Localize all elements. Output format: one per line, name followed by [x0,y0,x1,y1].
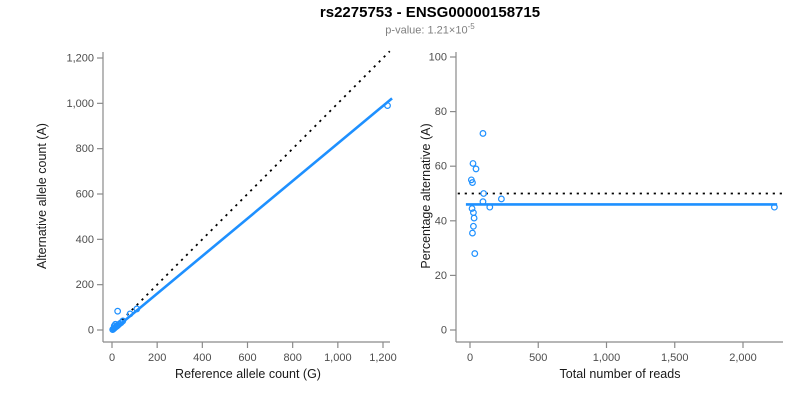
x-axis-title: Reference allele count (G) [175,367,321,381]
data-point [126,310,134,318]
data-point [110,322,118,330]
data-point [111,320,119,328]
subtitle-prefix: p-value: 1.21×10 [385,24,468,37]
y-tick-label: 600 [76,189,94,201]
y-tick-label: 800 [76,143,94,155]
data-point [119,317,127,325]
x-tick-label: 500 [529,352,547,364]
data-point [133,305,141,313]
x-tick-label: 1,000 [593,352,621,364]
y-tick-label: 0 [88,325,94,337]
data-point [469,179,476,186]
x-tick-label: 0 [467,352,473,364]
y-tick-label: 40 [435,215,447,227]
chart-subtitle: p-value: 1.21×10-5 [60,22,800,37]
y-tick-label: 400 [76,234,94,246]
data-point [470,214,478,222]
chart-title: rs2275753 - ENSG00000158715 [319,4,541,21]
data-point [471,250,479,257]
data-points [109,102,391,333]
identity-line [111,50,391,331]
y-axis-title: Percentage alternative (A) [419,123,433,268]
x-axis: 0 500 1,000 1,500 2,000 [456,341,783,364]
data-point [468,205,476,212]
data-point [384,102,391,109]
data-point [469,229,476,237]
x-axis-title: Total number of reads [560,367,681,381]
data-point [486,203,494,211]
subtitle-exponent: -5 [467,22,475,31]
x-axis: 0 200 400 600 800 1,000 1,200 [103,341,397,364]
data-point [479,198,487,206]
y-tick-label: 80 [435,106,447,118]
y-axis-title: Alternative allele count (A) [35,123,49,269]
data-point [770,203,778,211]
y-tick-label: 200 [76,279,94,291]
x-tick-label: 1,000 [324,352,352,364]
x-tick-label: 800 [283,352,301,364]
right-plot: 0 20 40 60 80 100 0 500 1,000 1,500 2,000 Total num… [419,52,783,381]
data-point [469,160,477,167]
x-tick-label: 1,500 [661,352,689,364]
data-point [497,195,505,203]
x-tick-label: 1,200 [369,352,397,364]
y-tick-label: 100 [429,52,447,64]
x-tick-label: 200 [148,352,166,364]
x-tick-label: 400 [193,352,211,364]
data-point [472,165,480,173]
y-tick-label: 1,200 [66,53,94,65]
y-tick-label: 0 [441,325,447,337]
y-tick-label: 20 [435,270,447,282]
data-point [479,130,487,137]
data-point [114,307,122,315]
left-plot: 0 200 400 600 800 1,000 1,200 0 200 400 600 800 1,00… [35,50,397,381]
y-axis: 0 20 40 60 80 100 [429,52,457,342]
fit-line [111,97,393,333]
x-tick-label: 0 [109,352,115,364]
x-tick-label: 600 [238,352,256,364]
data-point [480,190,488,197]
y-tick-label: 60 [435,161,447,173]
y-axis: 0 200 400 600 800 1,000 1,200 [66,52,104,342]
y-tick-label: 1,000 [66,98,94,110]
x-tick-label: 2,000 [729,352,757,364]
data-points [467,130,778,257]
data-point [470,222,477,230]
